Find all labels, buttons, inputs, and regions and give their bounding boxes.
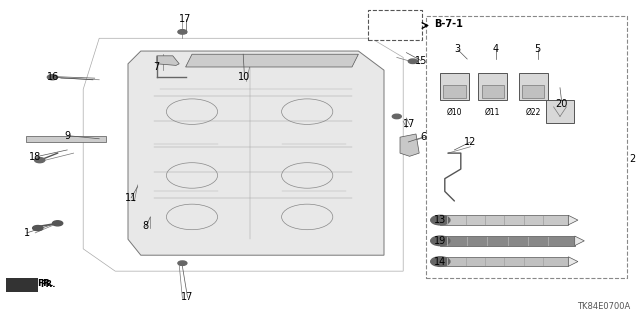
Text: Ø10: Ø10 — [447, 108, 462, 117]
Text: Ø11: Ø11 — [485, 108, 500, 117]
Text: 3: 3 — [454, 44, 461, 55]
Bar — [443, 85, 466, 98]
Circle shape — [408, 59, 417, 63]
Text: 15: 15 — [415, 56, 428, 66]
Text: Ø22: Ø22 — [525, 108, 541, 117]
Circle shape — [392, 114, 401, 119]
Bar — [545, 100, 575, 123]
Text: 8: 8 — [143, 221, 149, 232]
Polygon shape — [26, 136, 106, 142]
Polygon shape — [575, 236, 584, 246]
Text: 17: 17 — [179, 14, 192, 24]
Bar — [479, 73, 508, 100]
Polygon shape — [400, 134, 419, 156]
Polygon shape — [128, 51, 384, 255]
Text: 2: 2 — [629, 154, 636, 165]
Text: 4: 4 — [493, 44, 499, 55]
Circle shape — [431, 215, 450, 225]
Text: 12: 12 — [464, 137, 477, 147]
Bar — [519, 73, 548, 100]
Circle shape — [47, 75, 58, 80]
Bar — [522, 85, 544, 98]
Polygon shape — [186, 54, 358, 67]
Circle shape — [178, 30, 187, 34]
Bar — [440, 236, 575, 246]
Text: 18: 18 — [29, 152, 42, 162]
Text: 11: 11 — [125, 193, 138, 203]
Text: FR.: FR. — [40, 280, 56, 289]
Text: 13: 13 — [434, 215, 447, 225]
Text: 16: 16 — [47, 71, 60, 82]
Text: 1: 1 — [24, 228, 30, 238]
Circle shape — [52, 221, 63, 226]
Circle shape — [178, 261, 187, 265]
Text: 7: 7 — [154, 62, 160, 72]
Bar — [6, 278, 38, 292]
Circle shape — [35, 158, 45, 163]
Text: 10: 10 — [238, 71, 251, 82]
Circle shape — [33, 226, 43, 231]
Text: 14: 14 — [434, 256, 447, 267]
Text: 9: 9 — [64, 130, 70, 141]
Polygon shape — [157, 56, 179, 65]
Bar — [440, 257, 568, 266]
Bar — [440, 73, 468, 100]
Bar — [440, 215, 568, 225]
Text: TK84E0700A: TK84E0700A — [577, 302, 630, 311]
Text: 19: 19 — [434, 236, 447, 246]
Circle shape — [431, 257, 450, 266]
Text: 5: 5 — [534, 44, 541, 55]
Bar — [368, 10, 422, 40]
Polygon shape — [568, 257, 578, 266]
Polygon shape — [568, 215, 578, 225]
Text: 20: 20 — [556, 99, 568, 109]
Text: FR.: FR. — [37, 279, 54, 288]
Text: 6: 6 — [420, 132, 426, 142]
Text: 17: 17 — [181, 292, 194, 302]
Text: B-7-1: B-7-1 — [434, 19, 463, 29]
Text: 17: 17 — [403, 119, 416, 130]
Circle shape — [431, 236, 450, 246]
Bar — [482, 85, 504, 98]
Bar — [426, 16, 627, 278]
